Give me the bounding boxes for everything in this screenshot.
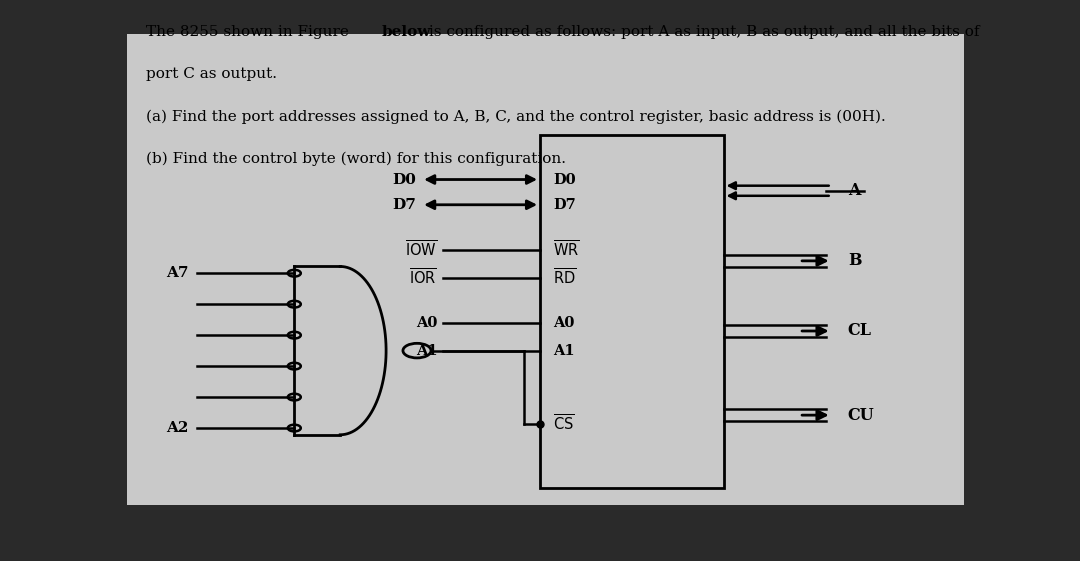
Text: A2: A2 — [166, 421, 189, 435]
Text: A: A — [848, 182, 861, 199]
Text: D7: D7 — [553, 198, 576, 211]
Text: A1: A1 — [553, 344, 575, 357]
Text: $\overline{\mathrm{WR}}$: $\overline{\mathrm{WR}}$ — [553, 240, 580, 260]
Text: (b) Find the control byte (word) for this configuration.: (b) Find the control byte (word) for thi… — [146, 151, 566, 166]
Text: is configured as follows: port A as input, B as output, and all the bits of: is configured as follows: port A as inpu… — [424, 25, 980, 39]
Text: $\overline{\mathrm{IOR}}$: $\overline{\mathrm{IOR}}$ — [409, 268, 437, 288]
Text: A0: A0 — [416, 316, 437, 329]
Text: D7: D7 — [392, 198, 416, 211]
Text: A7: A7 — [166, 266, 189, 280]
Text: The 8255 shown in Figure: The 8255 shown in Figure — [146, 25, 353, 39]
Text: CL: CL — [848, 323, 872, 339]
Text: $\overline{\mathrm{IOW}}$: $\overline{\mathrm{IOW}}$ — [405, 240, 437, 260]
Text: D0: D0 — [553, 173, 576, 186]
Text: port C as output.: port C as output. — [146, 67, 276, 81]
Text: (a) Find the port addresses assigned to A, B, C, and the control register, basic: (a) Find the port addresses assigned to … — [146, 109, 886, 124]
Text: below: below — [381, 25, 431, 39]
Bar — [540, 135, 724, 488]
Text: A0: A0 — [553, 316, 575, 329]
Text: B: B — [848, 252, 862, 269]
Text: CU: CU — [848, 407, 875, 424]
Text: $\overline{\mathrm{RD}}$: $\overline{\mathrm{RD}}$ — [553, 268, 577, 288]
Text: D0: D0 — [392, 173, 416, 186]
Text: A1: A1 — [416, 344, 437, 357]
Text: $\overline{\mathrm{CS}}$: $\overline{\mathrm{CS}}$ — [553, 413, 575, 434]
